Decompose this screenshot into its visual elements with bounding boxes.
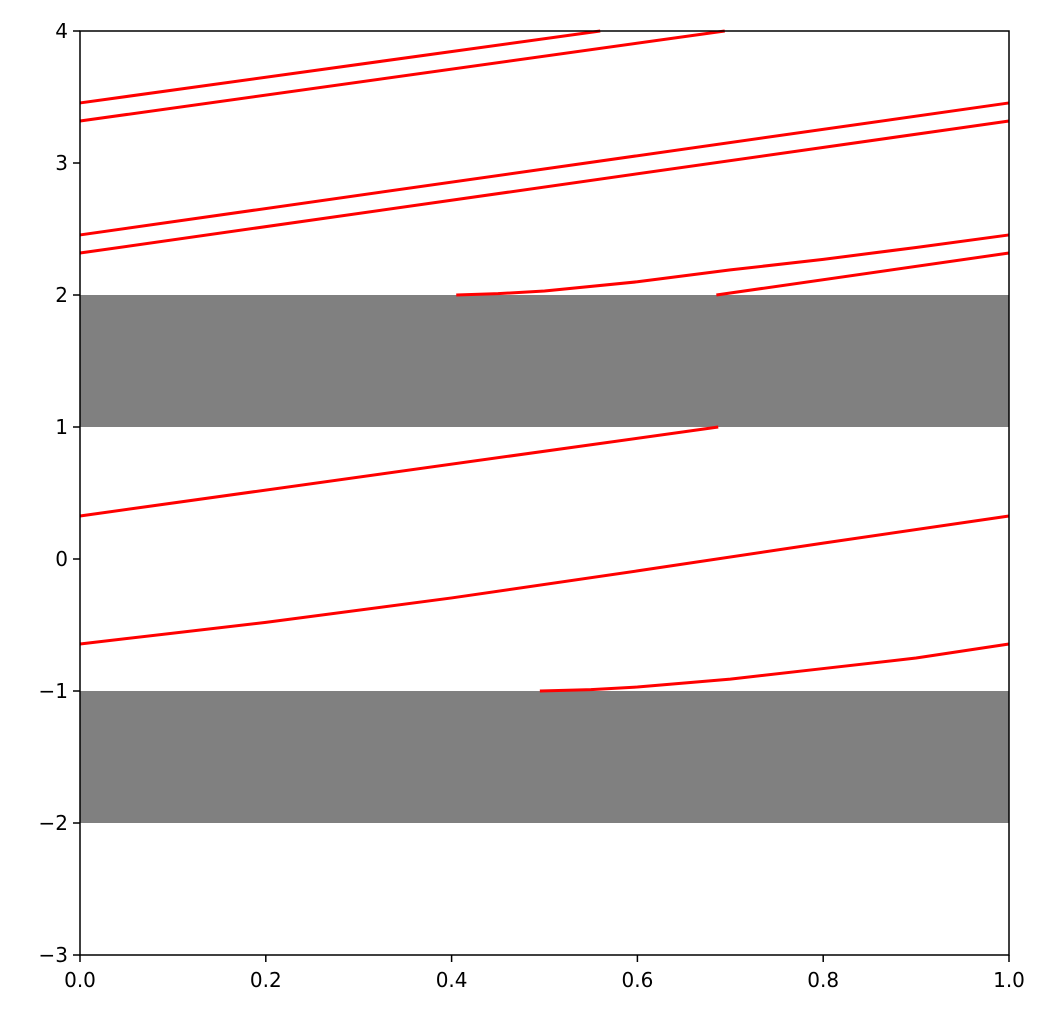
x-tick-label: 0.8 (807, 968, 839, 992)
line (539, 642, 1010, 693)
line (456, 233, 1010, 297)
line (79, 514, 1010, 646)
x-tick-label: 0.4 (436, 968, 468, 992)
x-tick-label: 0.6 (621, 968, 653, 992)
axes-frame (79, 30, 1010, 956)
band (80, 295, 1009, 427)
line (79, 425, 719, 518)
line (79, 119, 1010, 255)
line (716, 251, 1010, 297)
y-tick-label: 4 (55, 19, 68, 43)
y-tick-label: −3 (39, 943, 68, 967)
x-tick-label: 1.0 (993, 968, 1025, 992)
band (80, 691, 1009, 823)
line (79, 29, 601, 105)
line (79, 29, 725, 123)
y-tick-label: −1 (39, 679, 68, 703)
y-tick-label: 3 (55, 151, 68, 175)
x-tick-label: 0.2 (250, 968, 282, 992)
y-tick-label: 1 (55, 415, 68, 439)
y-tick-label: −2 (39, 811, 68, 835)
x-tick-label: 0.0 (64, 968, 96, 992)
y-tick-label: 2 (55, 283, 68, 307)
line (79, 101, 1010, 237)
y-tick-label: 0 (55, 547, 68, 571)
